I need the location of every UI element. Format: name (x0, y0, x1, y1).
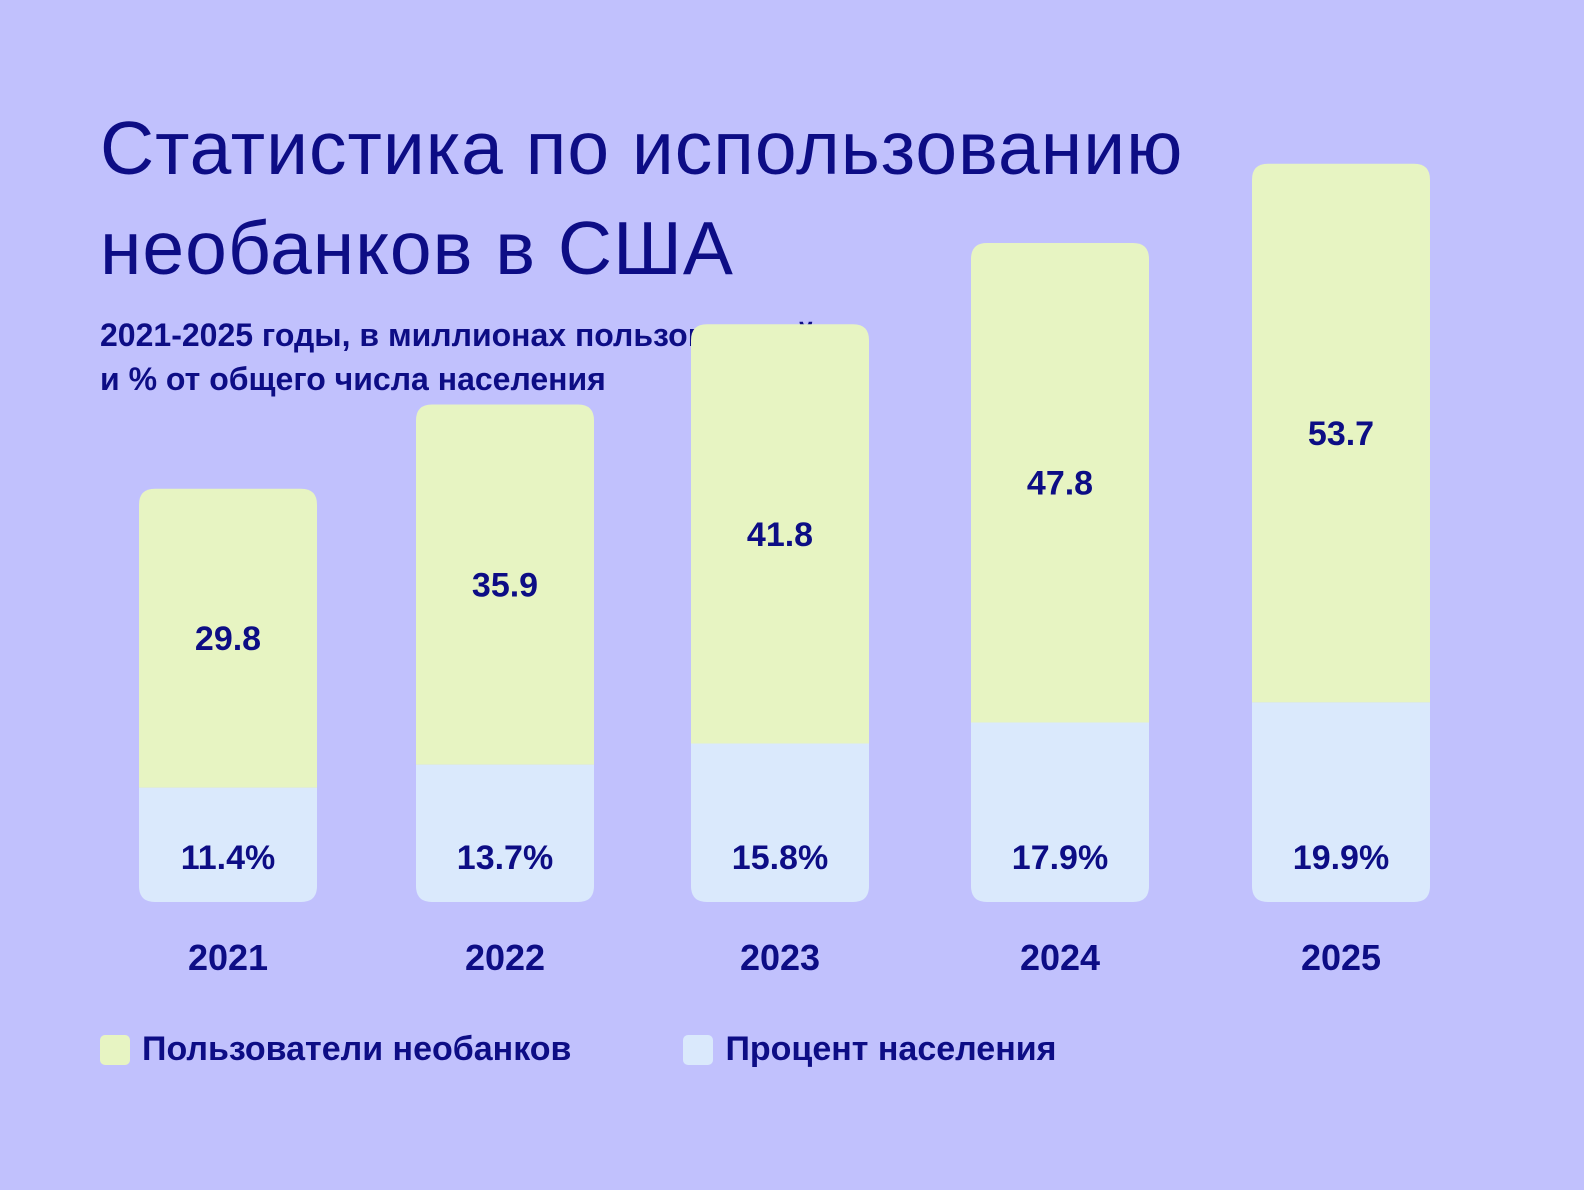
x-tick-label-2022: 2022 (465, 937, 545, 978)
chart-legend: Пользователи необанков Процент населения (100, 1030, 1056, 1069)
bar-segment-percent-2022 (416, 764, 594, 902)
bar-segment-users-2021 (139, 488, 317, 788)
legend-item-percent: Процент населения (683, 1030, 1056, 1069)
chart-title: Статистика по использованию необанков в … (100, 98, 1400, 298)
data-label-users-2022: 35.9 (472, 567, 538, 605)
bar-segment-percent-2023 (691, 743, 869, 902)
bar-segment-users-2024 (971, 243, 1149, 723)
data-label-percent-2022: 13.7% (457, 839, 553, 877)
x-tick-label-2023: 2023 (740, 937, 820, 978)
bar-segment-users-2022 (416, 404, 594, 765)
data-label-users-2023: 41.8 (747, 516, 813, 554)
bar-segment-users-2025 (1252, 163, 1430, 703)
bar-segment-percent-2025 (1252, 702, 1430, 902)
chart-title-line-1: Статистика по использованию (100, 106, 1184, 190)
data-label-users-2025: 53.7 (1308, 415, 1374, 453)
bar-segment-users-2023 (691, 324, 869, 744)
legend-item-users: Пользователи необанков (100, 1030, 571, 1069)
x-tick-label-2024: 2024 (1020, 937, 1100, 978)
chart-subtitle-line-2: и % от общего числа населения (100, 361, 606, 397)
bar-segment-percent-2024 (971, 722, 1149, 902)
data-label-percent-2024: 17.9% (1012, 839, 1108, 877)
data-label-users-2024: 47.8 (1027, 465, 1093, 503)
legend-label-percent: Процент населения (725, 1030, 1057, 1068)
data-label-percent-2021: 11.4% (181, 839, 276, 877)
bar-segment-percent-2021 (139, 787, 317, 902)
x-tick-label-2025: 2025 (1301, 937, 1381, 978)
data-label-percent-2025: 19.9% (1293, 839, 1389, 877)
data-label-users-2021: 29.8 (195, 620, 261, 658)
legend-label-users: Пользователи необанков (142, 1030, 572, 1068)
data-label-percent-2023: 15.8% (732, 839, 828, 877)
legend-swatch-users (100, 1034, 130, 1065)
chart-title-line-2: необанков в США (100, 206, 734, 290)
legend-swatch-percent (683, 1034, 714, 1065)
x-tick-label-2021: 2021 (188, 937, 268, 978)
